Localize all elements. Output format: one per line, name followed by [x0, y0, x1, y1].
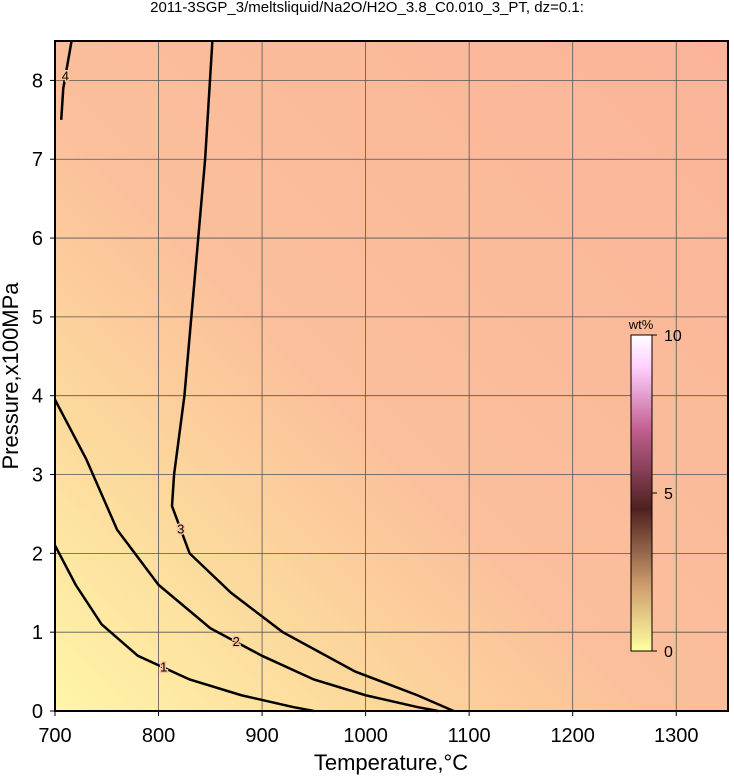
- colorbar-tick-label: 10: [664, 328, 682, 345]
- contour-line: [59, 40, 73, 120]
- contour-line: [170, 40, 455, 713]
- x-tick-label: 1300: [654, 725, 699, 747]
- x-axis-label: Temperature,°C: [314, 750, 468, 775]
- x-tick-label: 900: [245, 725, 278, 747]
- x-tick-label: 700: [38, 725, 71, 747]
- y-tick-label: 4: [32, 386, 43, 408]
- contour-label: 3: [177, 522, 184, 537]
- contour-label: 1: [160, 660, 167, 675]
- y-tick-label: 0: [32, 701, 43, 723]
- colorbar: [630, 334, 653, 652]
- x-tick-label: 1000: [343, 725, 388, 747]
- y-tick-label: 7: [32, 149, 43, 171]
- contour-label: 2: [233, 634, 240, 649]
- x-tick-label: 1100: [448, 725, 491, 747]
- x-tick-label: 1200: [550, 725, 595, 747]
- y-axis-label: Pressure,x100MPa: [0, 282, 23, 470]
- y-tick-label: 3: [32, 465, 43, 487]
- contour-line: [53, 399, 439, 713]
- colorbar-tick-label: 5: [664, 486, 673, 503]
- y-tick-label: 5: [32, 307, 43, 329]
- plot-background: [55, 41, 728, 711]
- colorbar-label: wt%: [628, 317, 654, 332]
- colorbar-tick-label: 0: [664, 644, 673, 661]
- y-tick-label: 6: [32, 228, 43, 250]
- contour-line: [53, 544, 315, 713]
- y-tick-label: 2: [32, 543, 43, 565]
- contours: 1 2 3 4: [53, 40, 455, 713]
- x-tick-label: 800: [142, 725, 175, 747]
- y-tick-label: 1: [32, 622, 43, 644]
- plot-frame: [54, 40, 729, 712]
- chart-title: 2011-3SGP_3/meltsliquid/Na2O/H2O_3.8_C0.…: [150, 0, 584, 16]
- contour-label: 4: [62, 68, 69, 83]
- y-tick-label: 8: [32, 70, 43, 92]
- grid: [54, 41, 728, 712]
